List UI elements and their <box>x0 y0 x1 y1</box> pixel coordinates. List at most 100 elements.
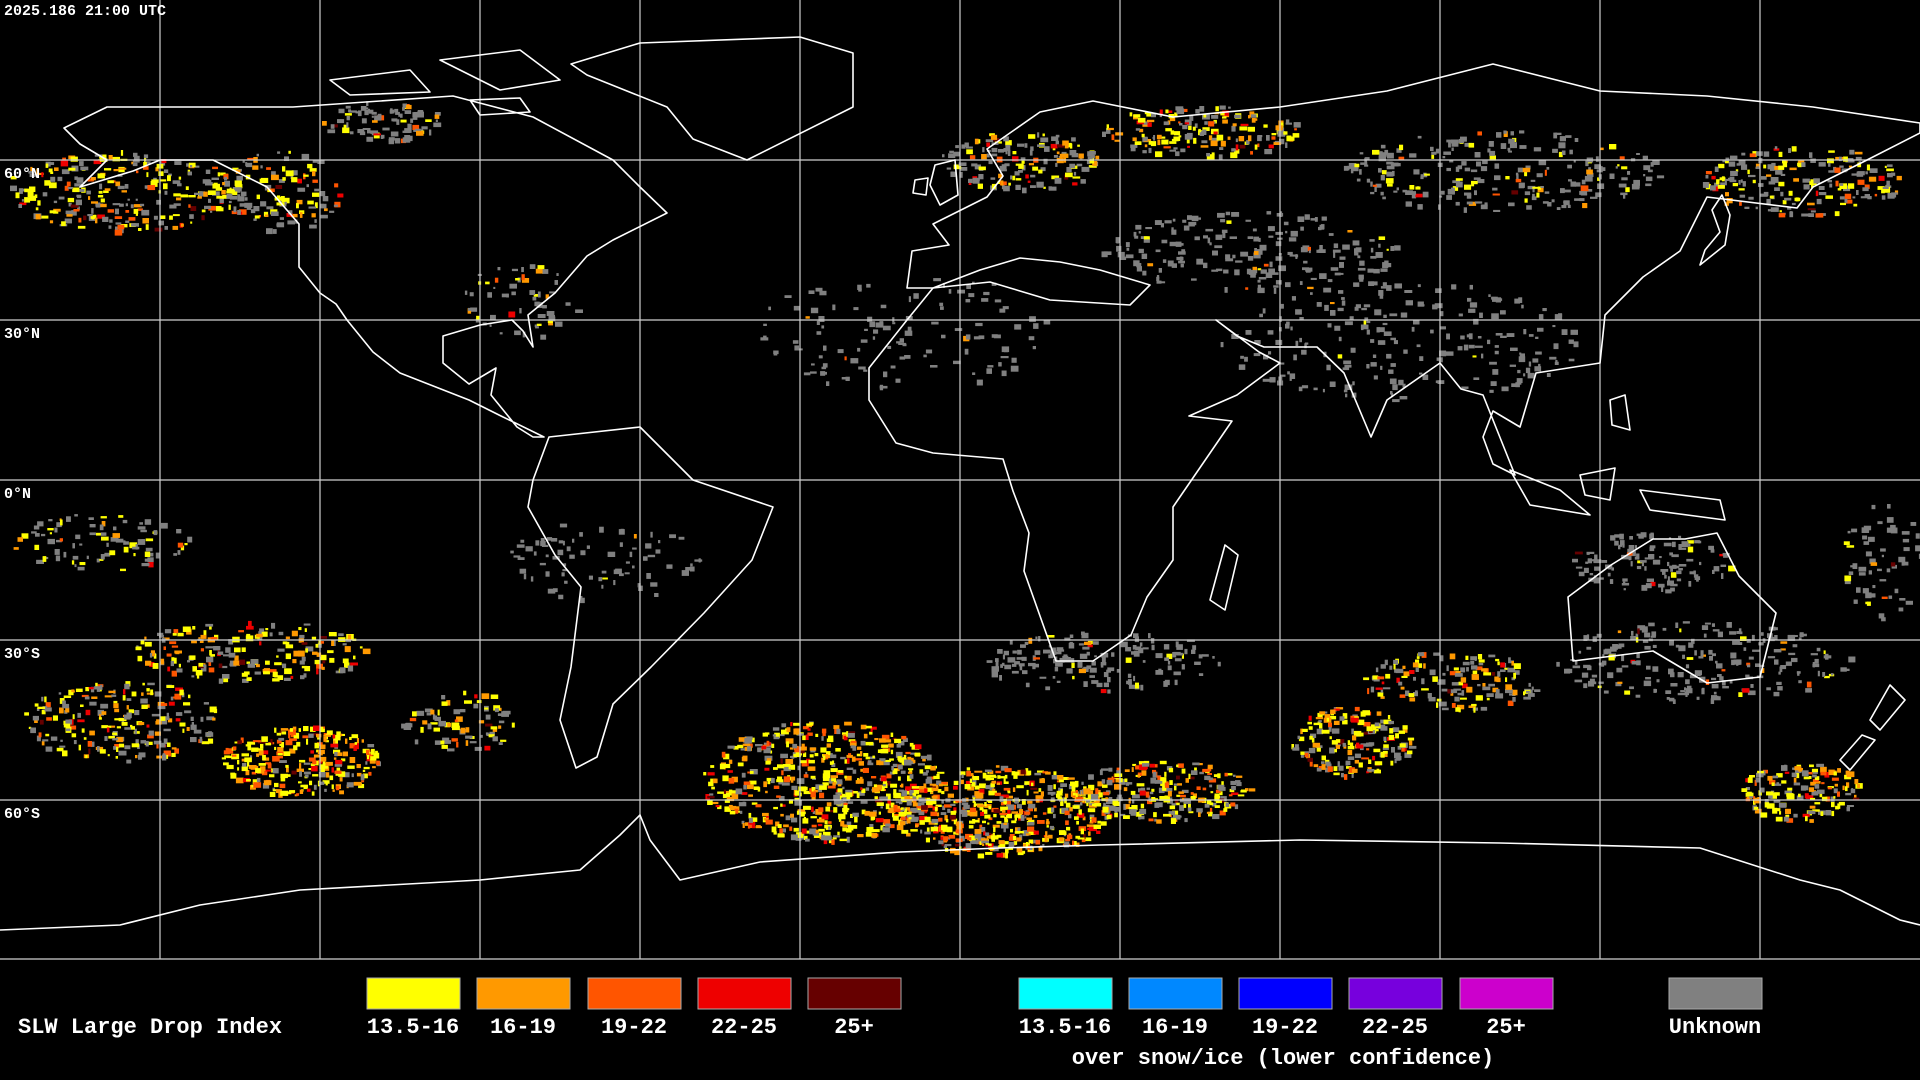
cloud-pixel <box>1159 796 1166 801</box>
cloud-pixel <box>333 734 341 741</box>
cloud-pixel <box>961 144 966 149</box>
cloud-pixel <box>1321 729 1330 734</box>
cloud-pixel <box>1000 356 1009 359</box>
cloud-pixel <box>818 807 824 812</box>
cloud-pixel <box>199 639 204 643</box>
cloud-pixel <box>1352 381 1355 386</box>
cloud-pixel <box>818 316 825 322</box>
cloud-pixel <box>933 831 937 834</box>
cloud-pixel <box>1231 785 1236 791</box>
cloud-pixel <box>493 286 496 289</box>
cloud-pixel <box>76 194 82 198</box>
cloud-pixel <box>1208 811 1213 817</box>
cloud-pixel <box>1310 277 1317 280</box>
cloud-pixel <box>1253 251 1259 255</box>
cloud-pixel <box>1271 272 1279 275</box>
cloud-pixel <box>412 124 420 130</box>
cloud-pixel <box>1387 715 1391 720</box>
cloud-pixel <box>1303 260 1308 264</box>
cloud-pixel <box>974 166 977 169</box>
cloud-pixel <box>930 826 938 832</box>
cloud-pixel <box>190 737 197 743</box>
cloud-pixel <box>1831 777 1839 781</box>
cloud-pixel <box>921 805 928 810</box>
cloud-pixel <box>784 295 792 298</box>
cloud-pixel <box>1390 337 1396 341</box>
cloud-pixel <box>826 751 831 756</box>
cloud-pixel <box>1527 372 1535 379</box>
cloud-pixel <box>1150 141 1157 147</box>
cloud-pixel <box>1654 689 1657 693</box>
cloud-pixel <box>1352 768 1358 773</box>
cloud-pixel <box>1573 341 1579 348</box>
cloud-pixel <box>1384 659 1388 666</box>
cloud-pixel <box>1696 576 1699 582</box>
cloud-pixel <box>1508 202 1515 207</box>
cloud-pixel <box>995 770 1002 774</box>
cloud-pixel <box>1084 641 1092 646</box>
cloud-pixel <box>859 776 863 782</box>
cloud-pixel <box>1780 173 1786 176</box>
cloud-pixel <box>338 771 346 777</box>
cloud-pixel <box>1235 775 1243 778</box>
cloud-pixel <box>985 785 990 790</box>
cloud-pixel <box>1372 755 1376 761</box>
cloud-pixel <box>1182 219 1187 223</box>
cloud-pixel <box>860 339 868 343</box>
cloud-pixel <box>1012 836 1017 840</box>
cloud-pixel <box>1056 158 1064 164</box>
cloud-pixel <box>1404 290 1413 293</box>
cloud-pixel <box>310 763 315 767</box>
cloud-pixel <box>200 665 207 672</box>
cloud-pixel <box>159 716 166 721</box>
cloud-pixel <box>1495 333 1503 336</box>
cloud-pixel <box>1132 794 1140 799</box>
cloud-pixel <box>1470 169 1478 173</box>
cloud-pixel <box>349 736 352 740</box>
cloud-pixel <box>136 170 139 174</box>
cloud-pixel <box>1359 152 1364 155</box>
cloud-pixel <box>1360 711 1366 717</box>
cloud-pixel <box>1676 570 1682 575</box>
cloud-pixel <box>262 783 270 789</box>
cloud-pixel <box>1102 131 1106 137</box>
cloud-pixel <box>1887 173 1893 178</box>
cloud-pixel <box>1106 799 1114 804</box>
cloud-pixel <box>913 800 917 804</box>
cloud-pixel <box>39 719 44 725</box>
cloud-pixel <box>855 780 860 784</box>
cloud-pixel <box>1078 643 1084 646</box>
cloud-pixel <box>1184 122 1189 125</box>
cloud-pixel <box>982 809 988 814</box>
cloud-pixel <box>1833 771 1837 776</box>
cloud-pixel <box>1574 138 1579 142</box>
cloud-pixel <box>242 160 245 163</box>
cloud-pixel <box>842 807 849 813</box>
cloud-pixel <box>1547 202 1552 207</box>
cloud-pixel <box>1752 179 1756 184</box>
cloud-pixel <box>903 816 911 821</box>
cloud-pixel <box>1254 340 1261 344</box>
cloud-pixel <box>892 768 898 775</box>
cloud-pixel <box>1500 335 1507 338</box>
cloud-pixel <box>743 784 747 790</box>
cloud-pixel <box>1379 295 1384 299</box>
cloud-pixel <box>1399 756 1402 761</box>
cloud-pixel <box>1712 653 1716 657</box>
cloud-pixel <box>1694 540 1700 544</box>
cloud-pixel <box>305 774 309 778</box>
cloud-pixel <box>1797 163 1805 167</box>
cloud-pixel <box>228 204 231 210</box>
cloud-pixel <box>991 780 996 784</box>
cloud-pixel <box>78 189 85 192</box>
cloud-pixel <box>99 524 104 531</box>
cloud-pixel <box>811 824 817 828</box>
cloud-pixel <box>1460 335 1465 340</box>
cloud-pixel <box>1497 661 1500 666</box>
cloud-pixel <box>1258 277 1267 280</box>
cloud-pixel <box>707 772 715 776</box>
cloud-pixel <box>1120 641 1128 648</box>
cloud-pixel <box>1014 817 1017 821</box>
cloud-pixel <box>346 116 350 121</box>
cloud-pixel <box>1486 693 1492 697</box>
